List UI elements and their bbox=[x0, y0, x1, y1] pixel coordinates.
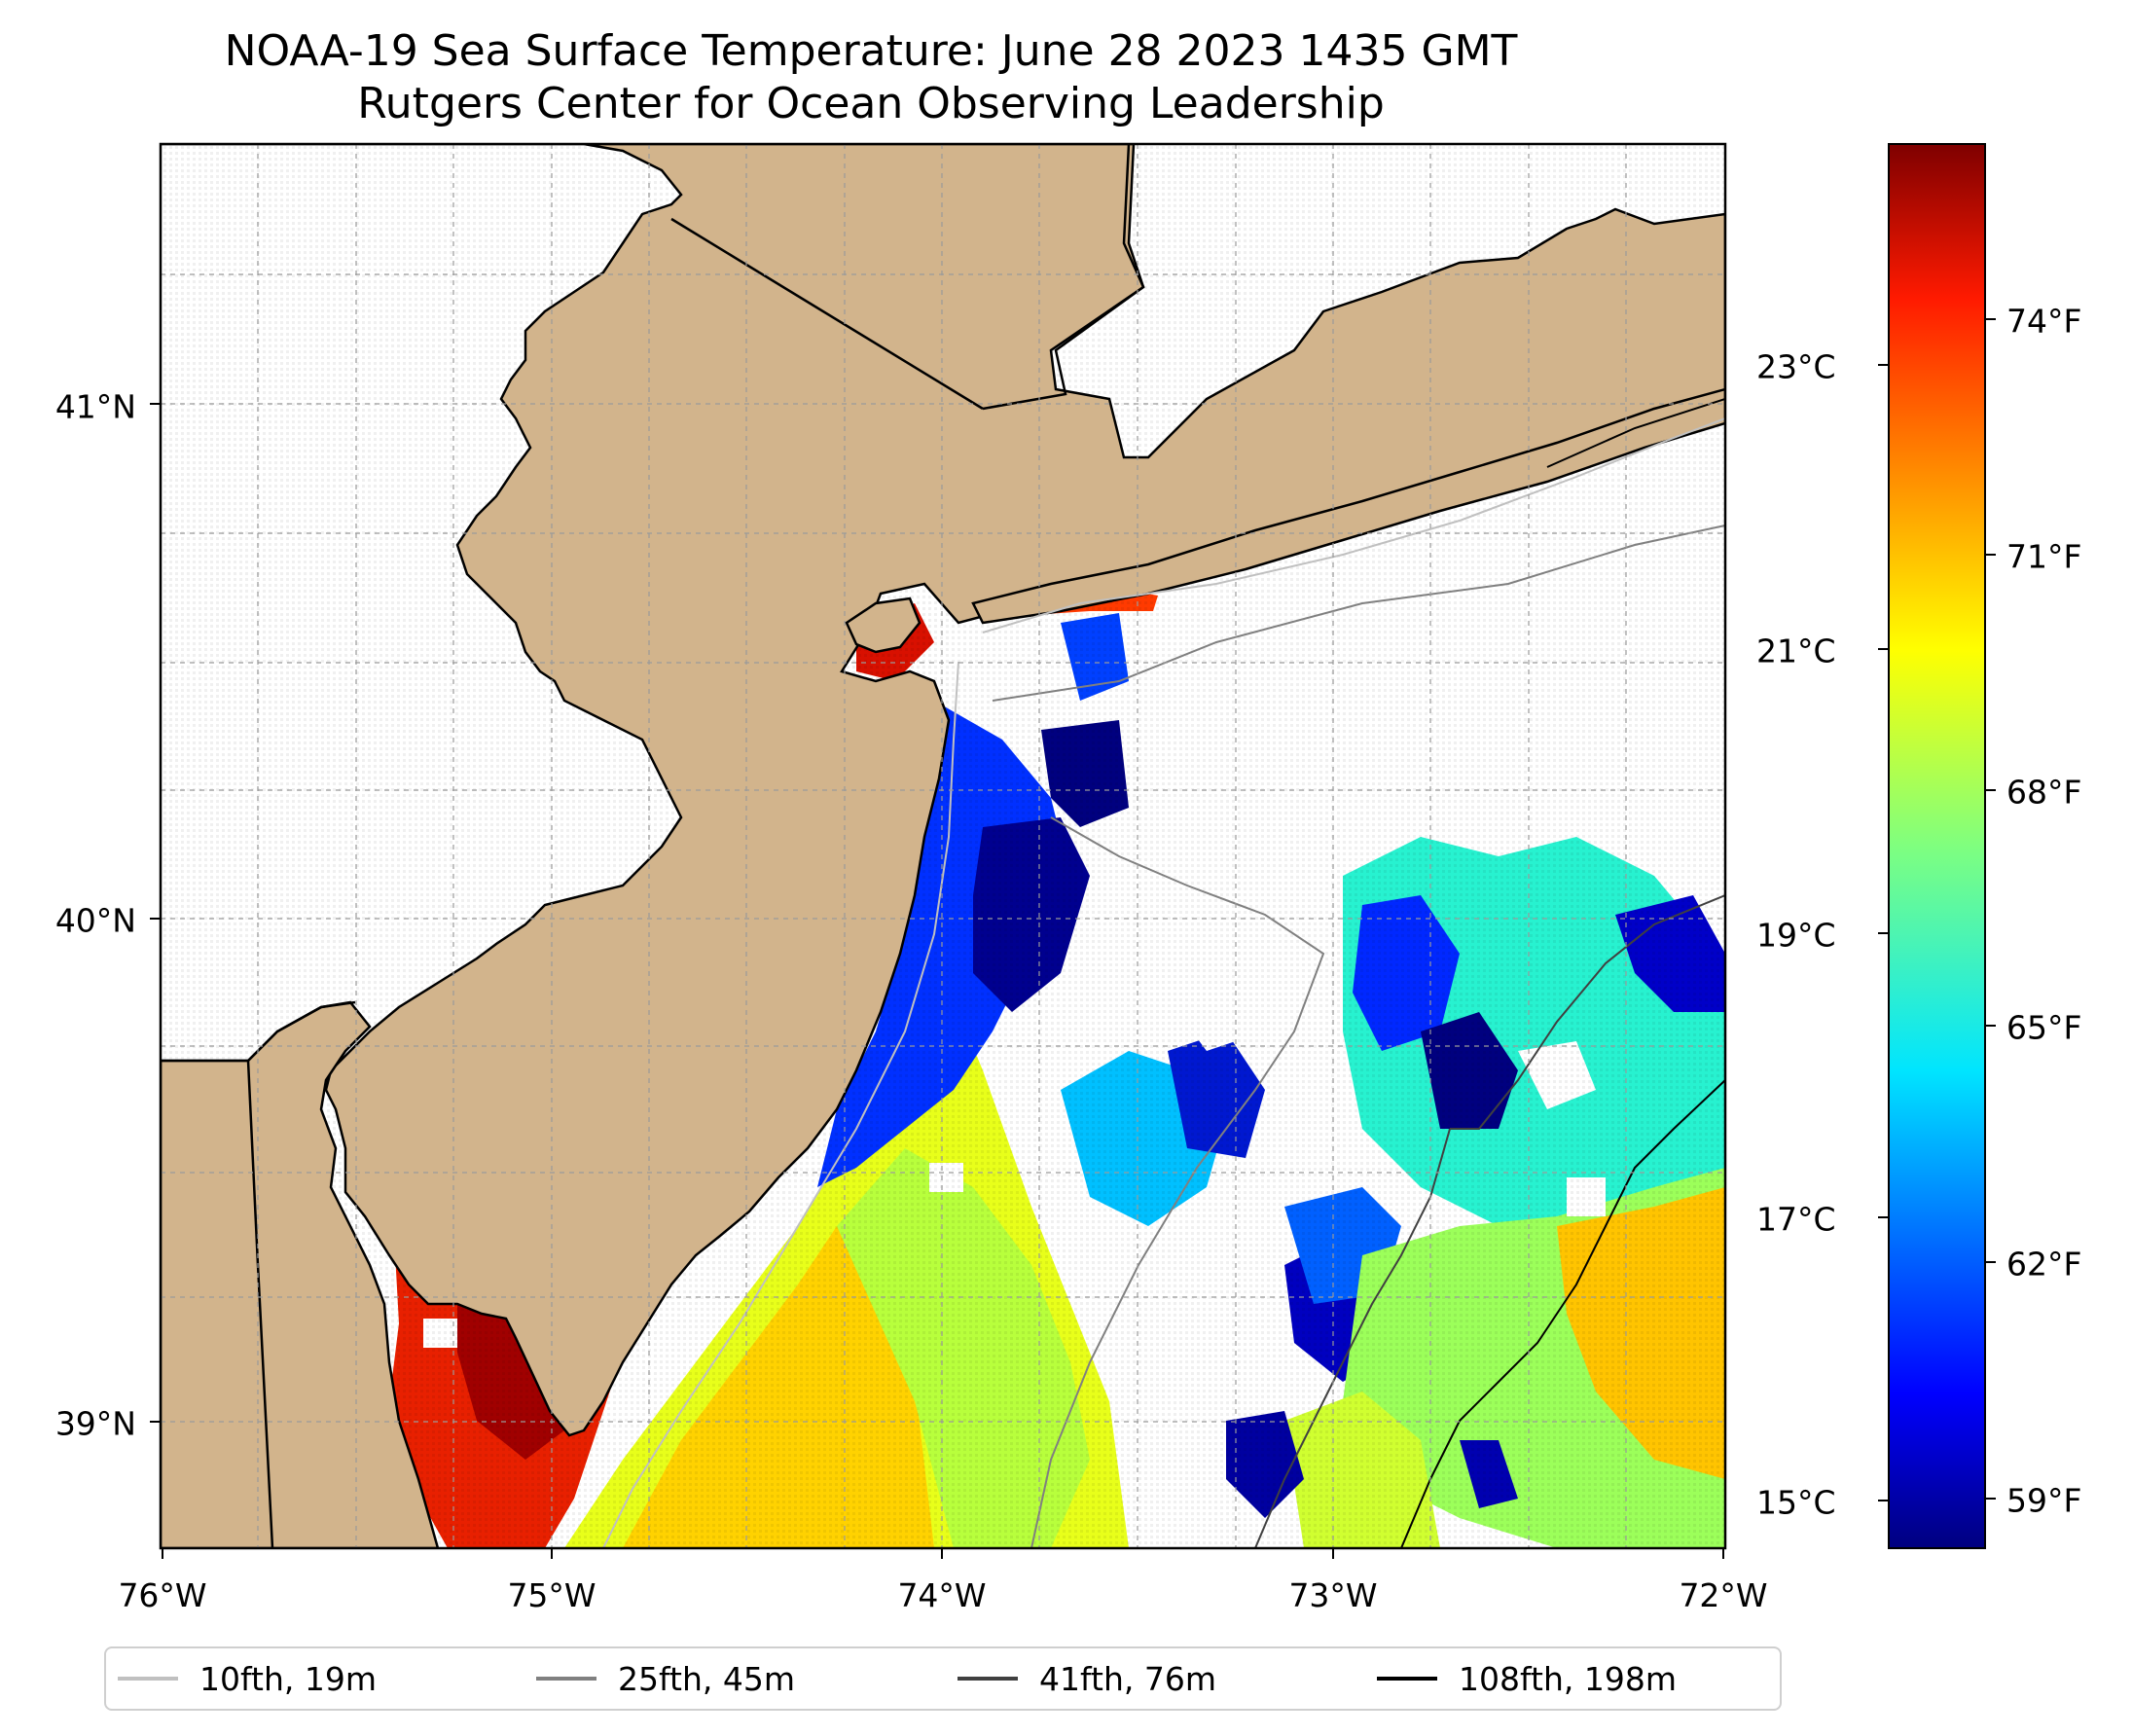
legend-label: 41fth, 76m bbox=[1039, 1659, 1216, 1698]
legend-item-41fth: 41fth, 76m bbox=[958, 1648, 1216, 1709]
lat-tick-label: 41°N bbox=[54, 387, 136, 426]
isobaths bbox=[602, 398, 1725, 1548]
colorbar-celsius-label: 17°C bbox=[1756, 1200, 1836, 1239]
colorbar-fahrenheit-label: 74°F bbox=[2006, 302, 2082, 341]
axis-ticks bbox=[150, 403, 1724, 1559]
colorbar-ticks bbox=[1878, 318, 1996, 1501]
lon-tick-label: 73°W bbox=[1288, 1576, 1378, 1614]
legend-item-108fth: 108fth, 198m bbox=[1377, 1648, 1677, 1709]
legend-swatch bbox=[118, 1677, 178, 1681]
lon-tick-label: 72°W bbox=[1679, 1576, 1768, 1614]
legend-label: 108fth, 198m bbox=[1459, 1659, 1677, 1698]
lat-tick-label: 40°N bbox=[54, 901, 136, 940]
colorbar-fahrenheit-label: 71°F bbox=[2006, 537, 2082, 576]
lon-tick-label: 75°W bbox=[507, 1576, 596, 1614]
colorbar-celsius-label: 19°C bbox=[1756, 916, 1836, 955]
gridlines bbox=[161, 144, 1725, 1548]
legend-swatch bbox=[536, 1677, 596, 1681]
legend-item-10fth: 10fth, 19m bbox=[118, 1648, 377, 1709]
legend-swatch bbox=[1377, 1677, 1437, 1681]
legend-item-25fth: 25fth, 45m bbox=[536, 1648, 795, 1709]
colorbar-celsius-label: 21°C bbox=[1756, 632, 1836, 670]
colorbar-fahrenheit-label: 68°F bbox=[2006, 773, 2082, 812]
state-boundaries bbox=[161, 144, 1145, 1548]
chart-title-line2: Rutgers Center for Ocean Observing Leade… bbox=[357, 79, 1385, 128]
colorbar-celsius-label: 15°C bbox=[1756, 1483, 1836, 1522]
legend-swatch bbox=[958, 1677, 1018, 1681]
colorbar-fahrenheit-label: 65°F bbox=[2006, 1008, 2082, 1047]
colorbar bbox=[1888, 143, 1986, 1549]
chart-title-line1: NOAA-19 Sea Surface Temperature: June 28… bbox=[224, 26, 1518, 76]
colorbar-fahrenheit-label: 62°F bbox=[2006, 1245, 2082, 1284]
legend-label: 25fth, 45m bbox=[618, 1659, 795, 1698]
lon-tick-label: 74°W bbox=[897, 1576, 987, 1614]
legend: 10fth, 19m 25fth, 45m 41fth, 76m 108fth,… bbox=[104, 1646, 1782, 1711]
lon-tick-label: 76°W bbox=[118, 1576, 207, 1614]
legend-label: 10fth, 19m bbox=[199, 1659, 377, 1698]
colorbar-fahrenheit-label: 59°F bbox=[2006, 1481, 2082, 1520]
colorbar-celsius-label: 23°C bbox=[1756, 347, 1836, 386]
lat-tick-label: 39°N bbox=[54, 1404, 136, 1443]
